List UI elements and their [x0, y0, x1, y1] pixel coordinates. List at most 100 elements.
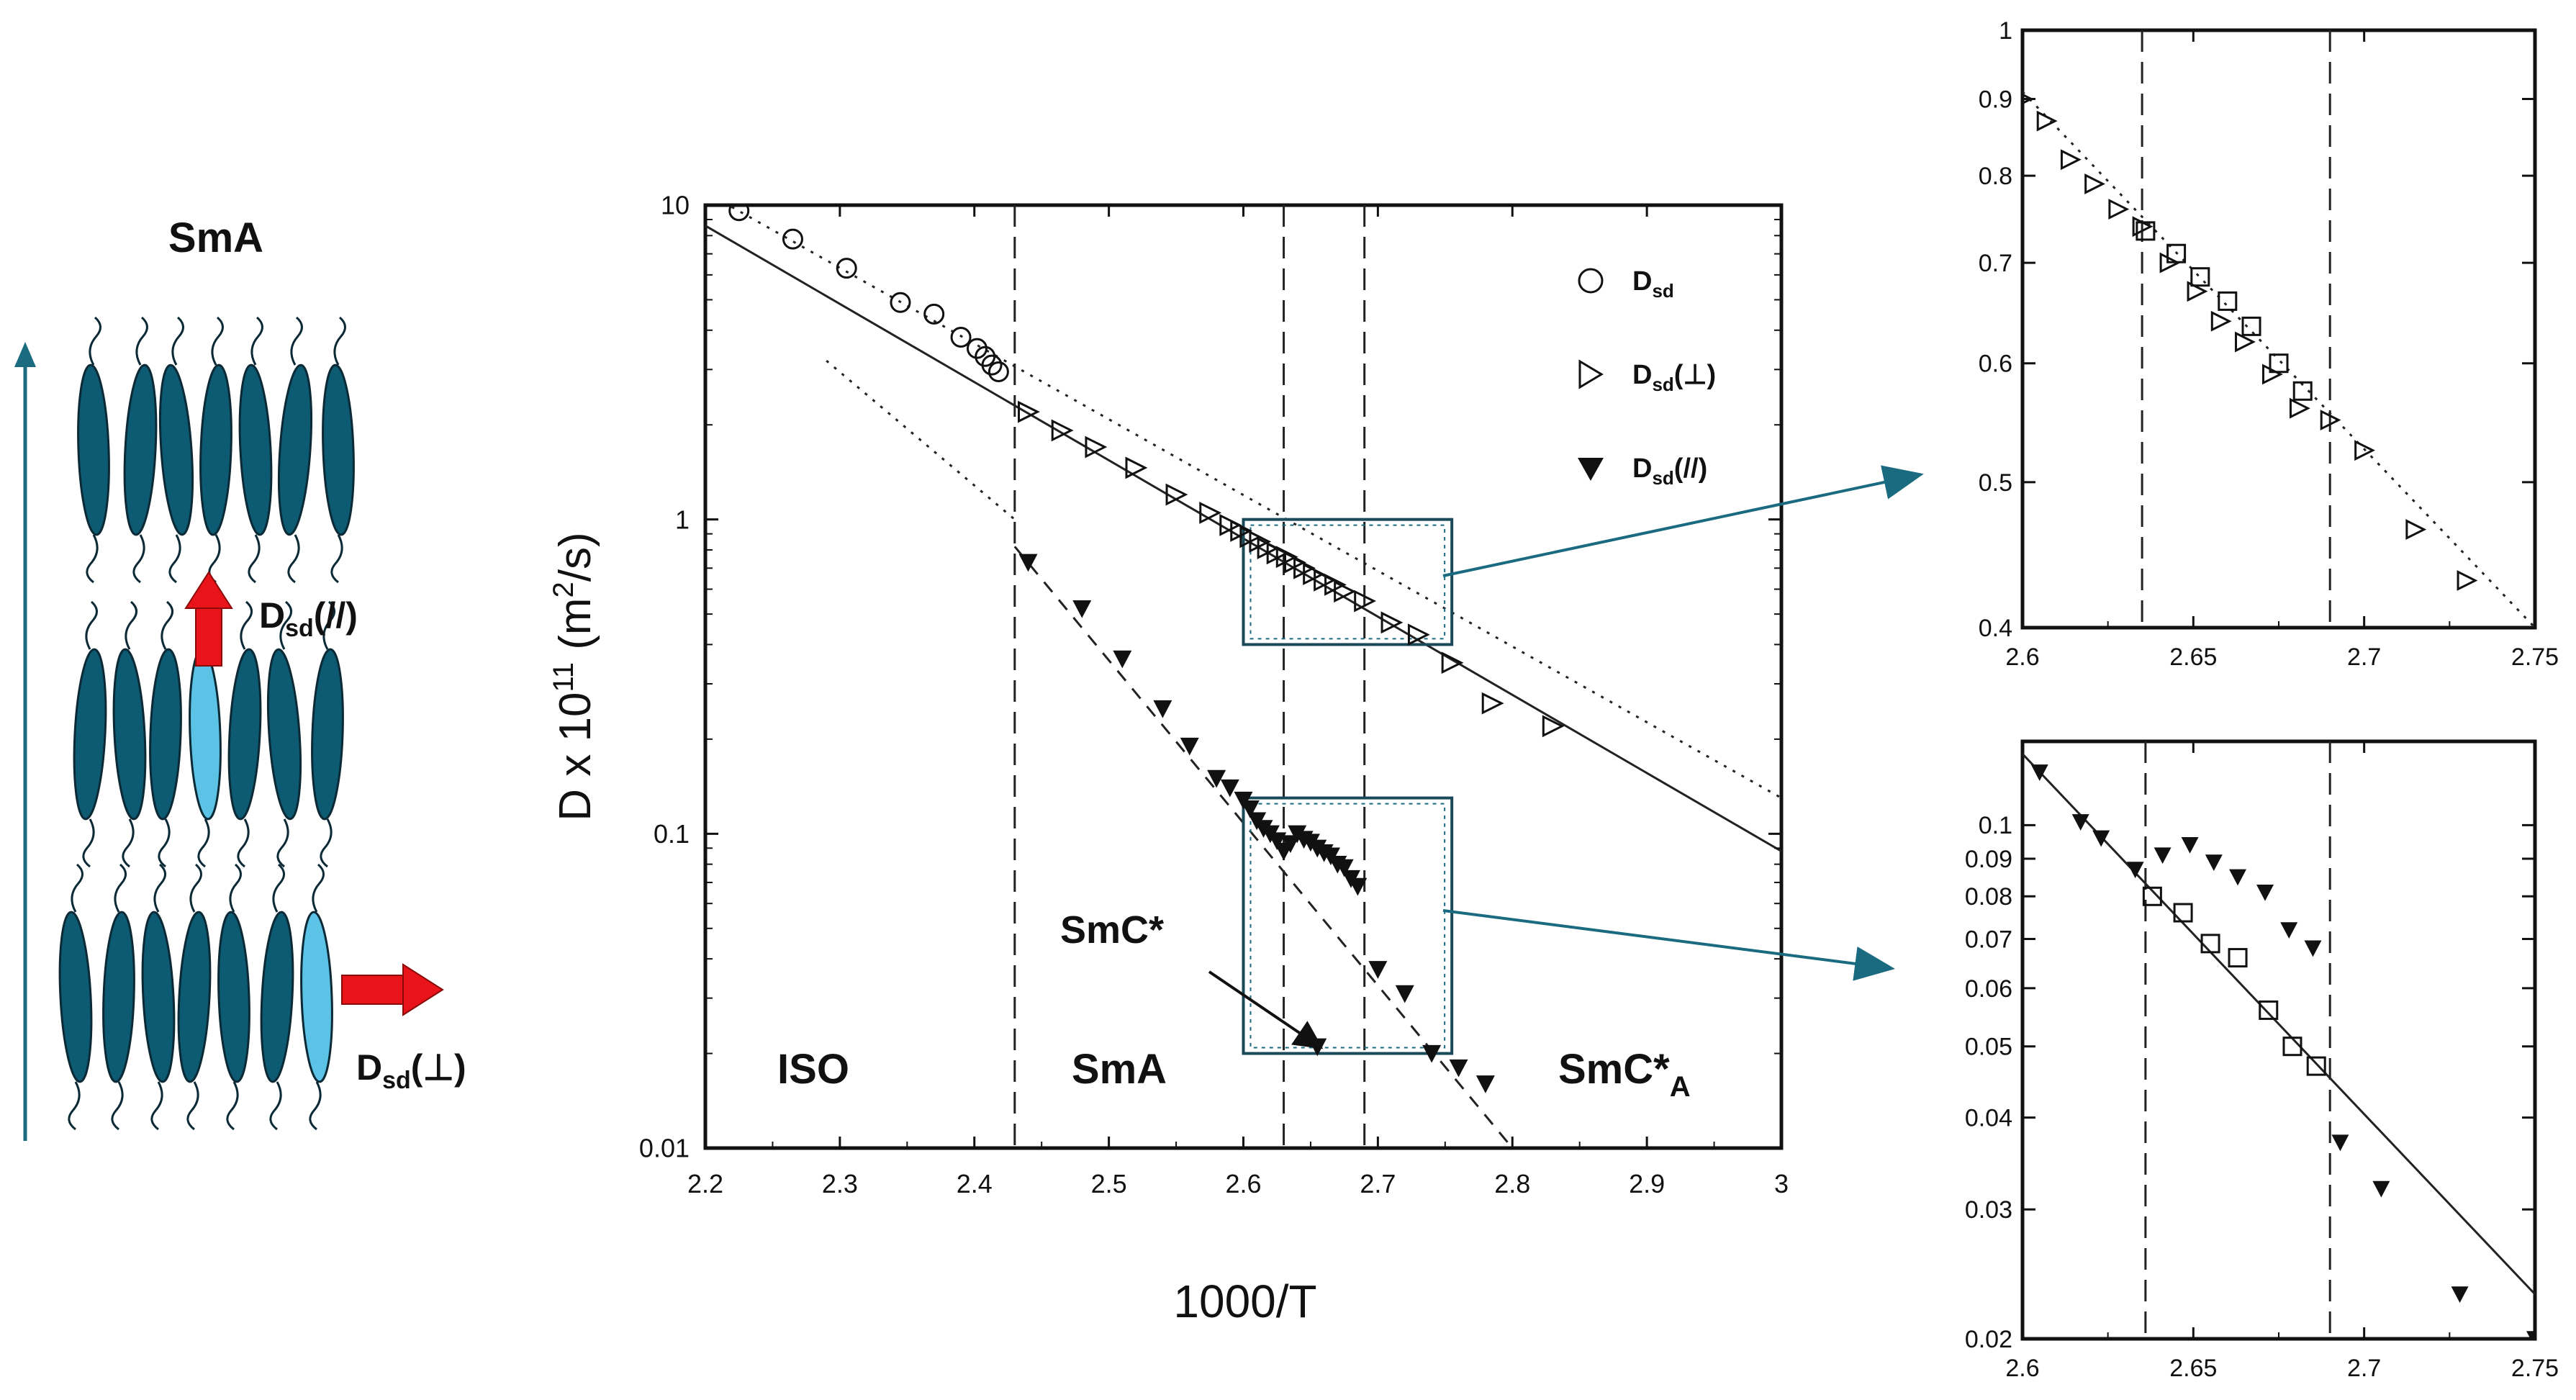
smectic-schematic: SmA Dsd(//) Dsd(⊥) [14, 214, 466, 1141]
molecule-tail [71, 863, 83, 913]
inset-top-content [2023, 30, 2535, 628]
molecule-tail [132, 534, 145, 584]
data-point-triangle-right [1542, 715, 1565, 738]
molecule-tail [320, 818, 333, 868]
series-triangle-right [2023, 93, 2478, 591]
x-tick-label: 2.6 [2005, 1355, 2039, 1382]
data-point-circle [966, 338, 988, 359]
data-point-triangle-down-filled [2229, 869, 2247, 886]
y-tick-label: 0.1 [654, 819, 690, 849]
data-point-triangle-right [1481, 692, 1504, 715]
molecule-tail [125, 600, 137, 650]
fit-line-dotted [2023, 91, 2535, 628]
molecule-layers [58, 316, 355, 1131]
molecule-tail [290, 316, 303, 366]
molecule-tail [189, 863, 202, 913]
data-point-square [2259, 1000, 2279, 1020]
molecule-tail [171, 316, 184, 366]
y-tick-label: 1 [1999, 17, 2012, 45]
y-tick-label: 0.01 [639, 1134, 690, 1163]
molecule-tail [276, 818, 289, 868]
molecule [199, 363, 232, 536]
data-point-square [2166, 243, 2187, 263]
main-y-axis-label: D x 1011 (m2/s) [548, 532, 600, 821]
molecule-tail [312, 863, 325, 913]
phase-label-sma: SmA [1072, 1046, 1167, 1093]
x-tick-label: 2.7 [2347, 1355, 2381, 1382]
data-point-square [2269, 353, 2289, 374]
data-point-triangle-right [2320, 410, 2341, 430]
data-point-triangle-right [1125, 456, 1148, 479]
molecule-tail [114, 863, 127, 913]
data-point-triangle-down-filled [1072, 600, 1092, 618]
series-triangle-right [1018, 400, 1565, 738]
y-tick-label: 0.03 [1965, 1196, 2012, 1224]
y-tick-label: 0.7 [1979, 250, 2012, 277]
data-point-triangle-down-filled [1113, 650, 1132, 669]
data-point-triangle-down-filled [2451, 1286, 2469, 1304]
data-point-triangle-down-filled [2372, 1180, 2390, 1198]
data-point-triangle-right [2457, 570, 2478, 591]
fit-line-dotted [826, 359, 1016, 520]
data-point-triangle-right [1354, 590, 1377, 613]
molecule-tail [226, 1081, 239, 1131]
data-point-square [2142, 886, 2162, 906]
molecule [260, 911, 294, 1083]
data-point-square [2190, 267, 2210, 287]
molecule-tail [269, 1081, 282, 1131]
data-point-triangle-right [1219, 513, 1242, 536]
legend: Dsd Dsd(⊥) Dsd(//) [1578, 266, 1716, 489]
main-axis-ticks: 2.2 2.3 2.4 2.5 2.6 2.7 2.8 2.9 3 0.01 0.1 1 10 [639, 191, 1789, 1198]
x-tick-label: 3 [1774, 1169, 1789, 1198]
data-point-triangle-right [1441, 651, 1464, 674]
data-point-triangle-down-filled [2030, 764, 2048, 781]
y-tick-label: 0.6 [1979, 351, 2012, 378]
data-point-square [2200, 934, 2220, 954]
x-tick-label: 2.75 [2511, 1355, 2559, 1382]
data-point-circle [981, 354, 1003, 376]
legend-marker-triangle-down [1578, 458, 1604, 481]
data-point-triangle-right [1407, 623, 1430, 646]
data-point-triangle-right [2354, 440, 2376, 461]
molecule-tail [153, 863, 166, 913]
data-point-triangle-down-filled [2526, 1331, 2535, 1339]
fit-line-solid [2023, 753, 2535, 1296]
data-point-triangle-right [1275, 546, 1298, 569]
molecule-tail [272, 863, 285, 913]
molecule [73, 648, 107, 821]
data-point-triangle-down-filled [1422, 1044, 1442, 1063]
data-point-triangle-down-filled [2205, 854, 2223, 872]
molecule-tail [240, 600, 253, 650]
label-dsd-parallel: Dsd(//) [259, 595, 358, 642]
legend-label-dsd-parallel: Dsd(//) [1632, 453, 1707, 489]
label-dsd-perp: Dsd(⊥) [356, 1047, 466, 1094]
molecule-tail [197, 818, 210, 868]
schematic-title: SmA [168, 214, 263, 261]
legend-entry-dsd-parallel: Dsd(//) [1578, 453, 1707, 489]
data-point-triangle-right [1303, 563, 1326, 586]
molecule [77, 363, 110, 536]
data-point-triangle-down-filled [1280, 835, 1300, 854]
data-point-triangle-down-filled [2092, 830, 2110, 847]
data-point-square [2228, 948, 2248, 968]
series-square [2142, 886, 2326, 1076]
legend-marker-triangle-right [1578, 359, 1604, 389]
data-point-triangle-right [1314, 569, 1336, 592]
highlighted-molecule [189, 648, 222, 821]
data-point-triangle-right [1380, 611, 1404, 634]
annotation-smc-star: SmC* [1060, 908, 1164, 952]
data-point-triangle-down-filled [2126, 862, 2144, 879]
molecule-tail [248, 534, 261, 584]
zoom-region-box [1242, 796, 1454, 1055]
molecule [266, 648, 302, 821]
x-tick-label: 2.65 [2169, 643, 2217, 671]
y-tick-label: 0.04 [1965, 1105, 2012, 1132]
molecule-tail [89, 316, 101, 366]
molecule [149, 648, 182, 821]
data-point-triangle-down-filled [1153, 700, 1172, 718]
molecule-tail [168, 534, 181, 584]
perpendicular-diffusion-arrow [341, 963, 444, 1016]
inset-bottom-ticks: 2.6 2.65 2.7 2.75 0.02 0.03 0.04 0.05 0.06 0.07 0.… [1965, 741, 2559, 1382]
data-point-triangle-right [1165, 483, 1188, 506]
series-circle [728, 205, 1009, 383]
